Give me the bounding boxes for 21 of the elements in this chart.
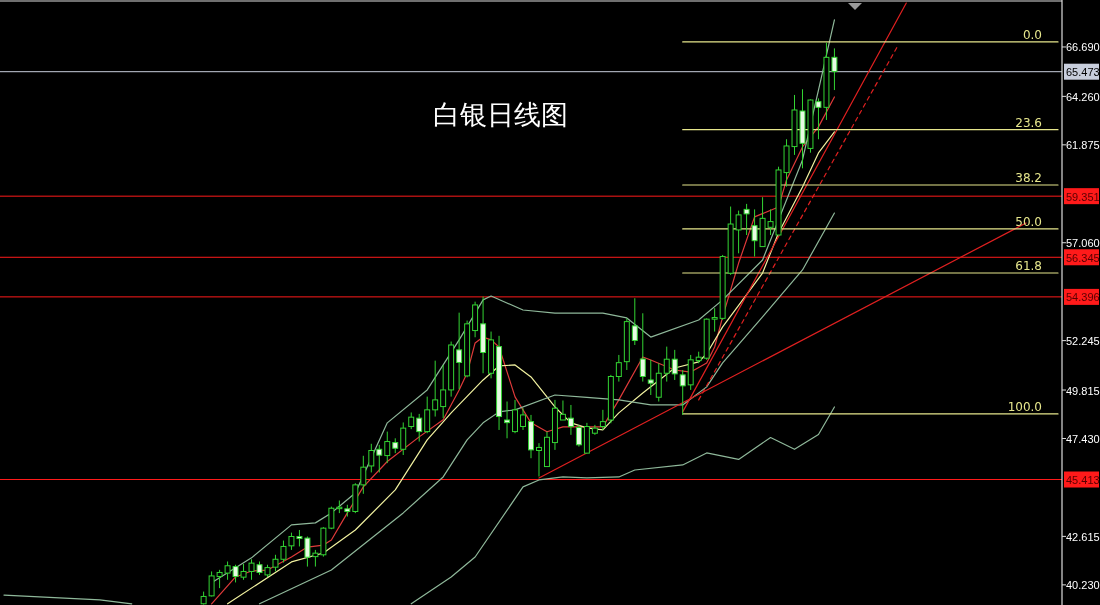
series-label: 38.2 (1015, 171, 1042, 185)
ref-line-label: 65.473 (1066, 66, 1100, 79)
series-label: 61.8 (1015, 259, 1042, 274)
series-label: 100.0 (1007, 399, 1042, 414)
y-tick-label: 61.875 (1066, 139, 1100, 152)
ref-line-label: 54.396 (1066, 291, 1100, 304)
y-tick-label: 42.615 (1066, 530, 1100, 543)
y-tick-label: 57.060 (1066, 237, 1100, 250)
ref-line-label: 45.413 (1066, 474, 1100, 487)
y-tick-label: 52.245 (1066, 335, 1100, 348)
ref-line-label: 59.351 (1066, 190, 1100, 203)
y-tick-label: 66.690 (1066, 41, 1100, 54)
series-label: 0.0 (1022, 27, 1042, 42)
y-tick-label: 47.430 (1066, 433, 1100, 445)
y-tick-label: 49.815 (1066, 384, 1100, 397)
ref-line-label: 56.345 (1066, 251, 1100, 264)
series-label: 23.6 (1015, 115, 1042, 130)
series-label: 50.0 (1015, 214, 1042, 229)
y-tick-label: 64.260 (1066, 90, 1100, 103)
text: 白银日线图 (432, 99, 568, 130)
y-tick-label: 40.230 (1066, 579, 1100, 592)
